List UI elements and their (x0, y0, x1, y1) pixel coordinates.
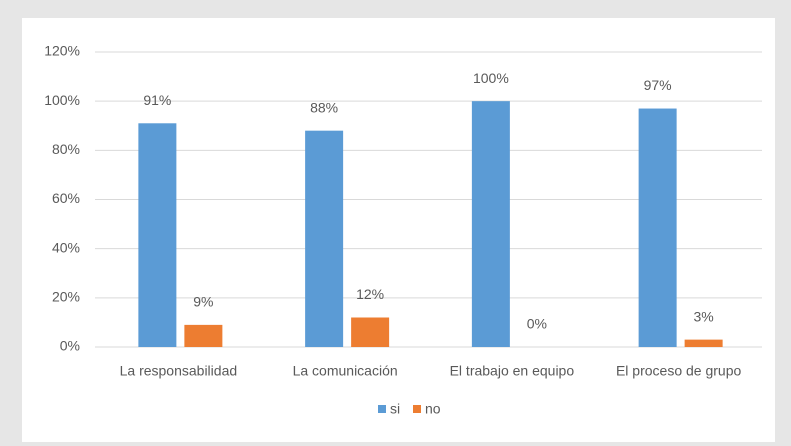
y-tick-label: 40% (52, 239, 80, 255)
data-label: 12% (356, 286, 384, 302)
legend-swatch (378, 405, 386, 413)
data-label: 97% (644, 77, 672, 93)
data-label: 0% (527, 316, 547, 332)
y-tick-label: 60% (52, 190, 80, 206)
data-label: 91% (143, 92, 171, 108)
legend-label: no (425, 401, 441, 417)
data-label: 3% (694, 308, 714, 324)
data-label: 100% (473, 70, 509, 86)
y-tick-label: 120% (44, 43, 80, 59)
x-tick-label: El trabajo en equipo (450, 363, 575, 379)
y-tick-label: 0% (60, 338, 80, 354)
legend-label: si (390, 401, 400, 417)
bar (305, 130, 344, 347)
bar (138, 123, 177, 348)
y-tick-label: 20% (52, 289, 80, 305)
legend-swatch (413, 405, 421, 413)
y-tick-label: 80% (52, 141, 80, 157)
bar (684, 339, 723, 347)
bar (638, 108, 677, 348)
bar (471, 101, 510, 348)
bar (184, 324, 223, 347)
bar (351, 317, 390, 347)
y-tick-label: 100% (44, 92, 80, 108)
x-tick-label: La responsabilidad (120, 363, 238, 379)
x-tick-label: El proceso de grupo (616, 363, 742, 379)
data-label: 9% (193, 294, 213, 310)
data-label: 88% (310, 99, 338, 115)
x-tick-label: La comunicación (293, 363, 398, 379)
